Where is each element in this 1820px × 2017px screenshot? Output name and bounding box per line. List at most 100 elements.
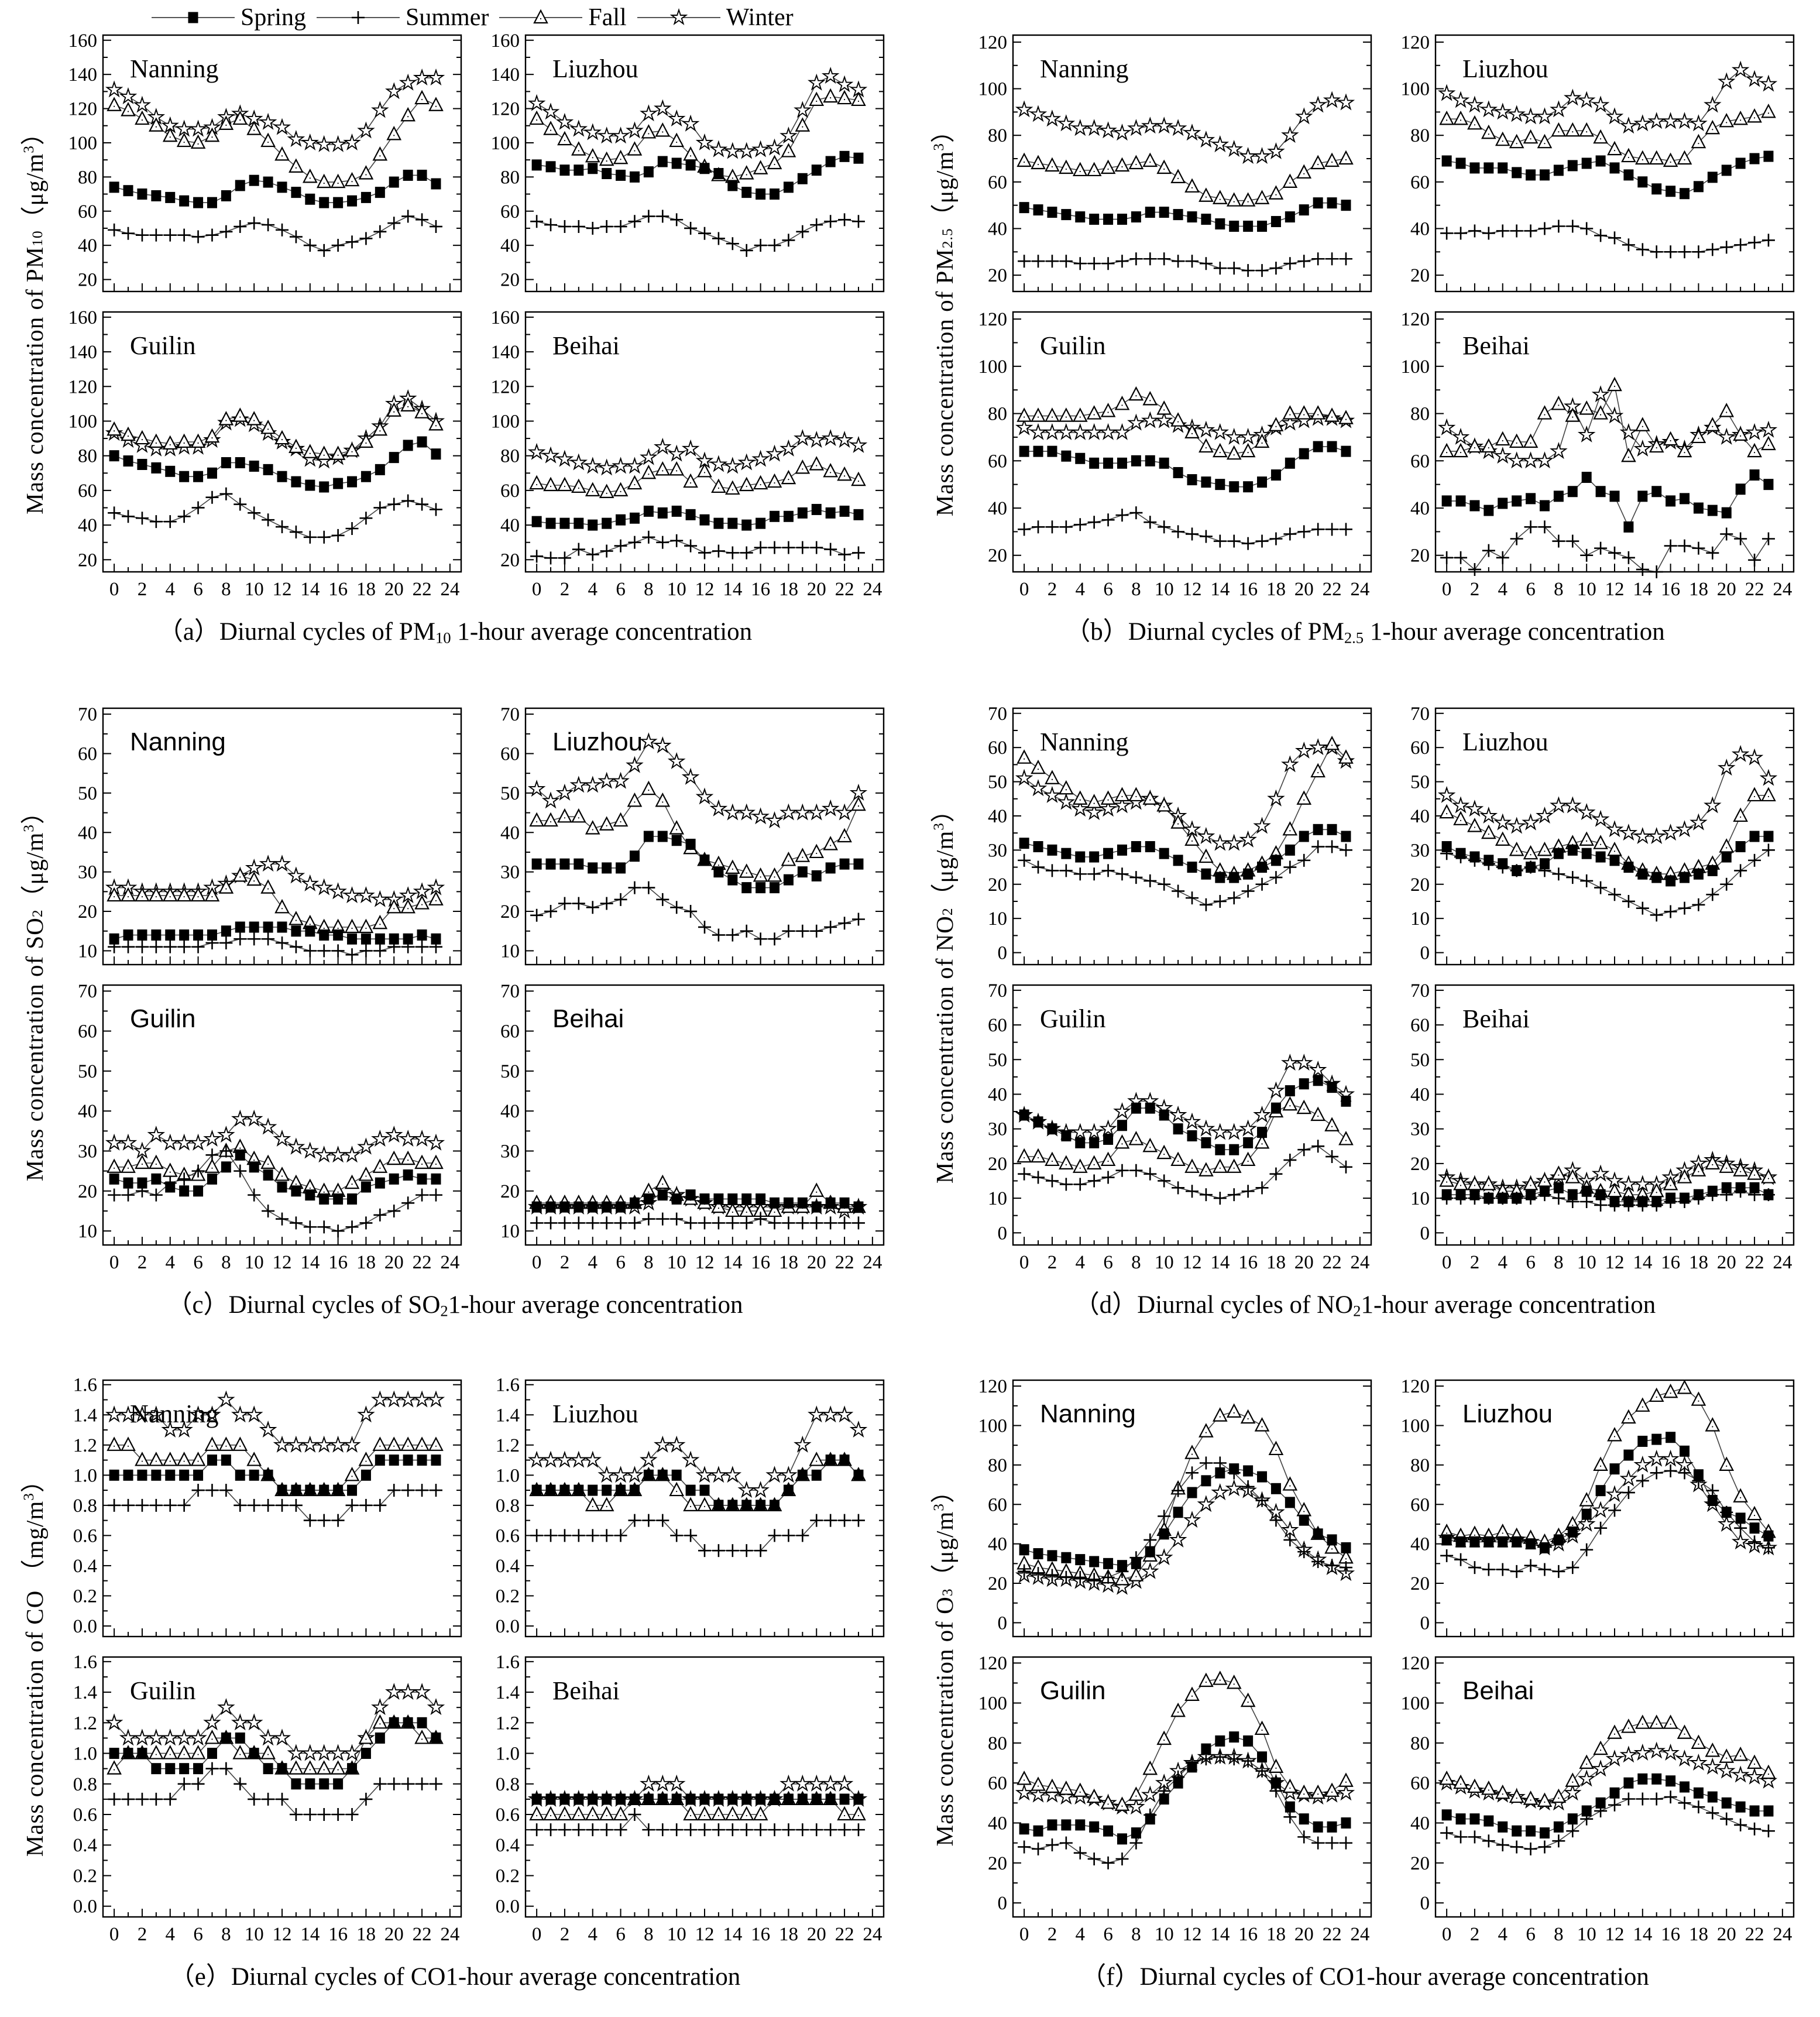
star-marker (413, 1390, 431, 1408)
triangle-marker (1760, 787, 1776, 802)
plus-marker (712, 1823, 725, 1837)
square-marker (1581, 472, 1592, 483)
square-marker (1735, 1512, 1746, 1524)
triangle-marker (1732, 110, 1748, 125)
plus-marker (275, 936, 289, 949)
triangle-marker (1523, 845, 1538, 860)
plus-marker (289, 1808, 303, 1822)
svg-text:10: 10 (500, 1221, 520, 1242)
plus-marker (614, 220, 627, 234)
svg-text:22: 22 (1745, 1252, 1764, 1273)
triangle-marker (1128, 1131, 1143, 1145)
square-marker (193, 471, 203, 482)
square-marker (1046, 445, 1057, 457)
star-marker (259, 112, 277, 130)
svg-text:24: 24 (1773, 1252, 1792, 1273)
plus-marker (1017, 1167, 1031, 1181)
plus-marker (429, 940, 442, 953)
svg-text:140: 140 (68, 342, 97, 363)
plus-marker (1087, 867, 1101, 881)
star-marker (695, 787, 713, 805)
panel-cell: 10 20 30 40 50 60 70 Liuzhou (475, 700, 894, 977)
square-marker (741, 187, 751, 198)
square-marker (559, 1793, 569, 1805)
plus-marker (303, 1808, 317, 1822)
triangle-marker (1212, 1158, 1228, 1173)
series-summer-markers (1017, 840, 1352, 911)
star-marker (1084, 803, 1103, 821)
plus-marker (600, 1823, 613, 1837)
series-fall-markers (1016, 1096, 1354, 1176)
subfigure-d: Mass concentration of NO2（μg/m3） 0 10 20 30 4… (910, 673, 1820, 1345)
square-marker (811, 164, 822, 176)
svg-text:18: 18 (356, 1924, 375, 1945)
square-marker (1074, 1819, 1085, 1831)
plus-marker (1454, 227, 1467, 240)
city-label: Beihai (1462, 1004, 1530, 1033)
square-marker (1567, 486, 1578, 498)
triangle-marker (1509, 433, 1524, 448)
plus-marker (1227, 534, 1241, 548)
square-marker (1173, 466, 1183, 478)
square-marker (1340, 1817, 1351, 1829)
star-marker (427, 878, 445, 896)
y-axis-label: Mass concentration of PM2.5（μg/m3） (930, 118, 958, 517)
plus-marker (1073, 518, 1087, 531)
plus-marker (1747, 553, 1761, 567)
square-marker (1327, 1821, 1337, 1833)
triangle-marker (1677, 442, 1692, 458)
triangle-marker (1634, 1397, 1650, 1412)
triangle-marker (120, 1158, 136, 1173)
plus-marker (1213, 1192, 1227, 1205)
plus-marker (1636, 1198, 1649, 1212)
star-marker (1605, 820, 1623, 838)
plus-marker (1622, 238, 1635, 252)
plus-marker (275, 1498, 289, 1512)
star-marker (1591, 1501, 1609, 1518)
square-marker (1103, 457, 1113, 469)
square-marker (221, 925, 231, 937)
triangle-marker (1128, 1786, 1143, 1801)
triangle-marker (1128, 1567, 1143, 1582)
plus-marker (1087, 1174, 1101, 1188)
plus-marker (1678, 539, 1691, 553)
plus-marker (359, 944, 372, 958)
panel-cell: 0 20 40 60 80 100 120 0 2 4 6 8 10 12 14 16 18 20 22 24 Beih… (1385, 1649, 1804, 1953)
svg-text:8: 8 (221, 1252, 231, 1273)
y-axis-ticks: 0.00.20.40.60.81.01.21.41.6 (73, 1652, 461, 1917)
plus-marker (1691, 245, 1705, 259)
svg-text:60: 60 (988, 451, 1007, 472)
series-spring-markers (531, 150, 863, 200)
series-spring-markers (531, 1793, 863, 1805)
star-marker (202, 1713, 221, 1731)
svg-text:8: 8 (1131, 1252, 1141, 1273)
plus-marker (1339, 1836, 1352, 1850)
plus-marker (1073, 1570, 1087, 1584)
plus-marker (359, 512, 372, 525)
svg-text:4: 4 (165, 1924, 175, 1945)
svg-text:1.2: 1.2 (495, 1713, 519, 1734)
svg-text:24: 24 (863, 1252, 882, 1273)
triangle-marker (1746, 442, 1762, 458)
series-spring-markers (531, 1189, 863, 1213)
square-marker (1749, 1805, 1760, 1817)
star-marker (639, 448, 658, 465)
triangle-marker (1296, 405, 1311, 420)
plus-marker (1650, 1466, 1663, 1480)
triangle-marker (372, 421, 387, 436)
square-marker (741, 519, 751, 531)
star-marker (384, 1683, 403, 1700)
triangle-marker (358, 1452, 373, 1466)
plus-marker (1608, 1198, 1621, 1212)
star-marker (133, 1405, 151, 1423)
square-marker (1145, 207, 1155, 218)
plus-marker (163, 940, 177, 953)
triangle-marker (1578, 122, 1594, 137)
plus-marker (740, 1544, 753, 1558)
triangle-marker (134, 110, 150, 125)
triangle-marker (1086, 405, 1101, 420)
plus-marker (614, 1529, 627, 1542)
svg-text:30: 30 (500, 862, 520, 883)
square-marker (699, 1793, 709, 1805)
